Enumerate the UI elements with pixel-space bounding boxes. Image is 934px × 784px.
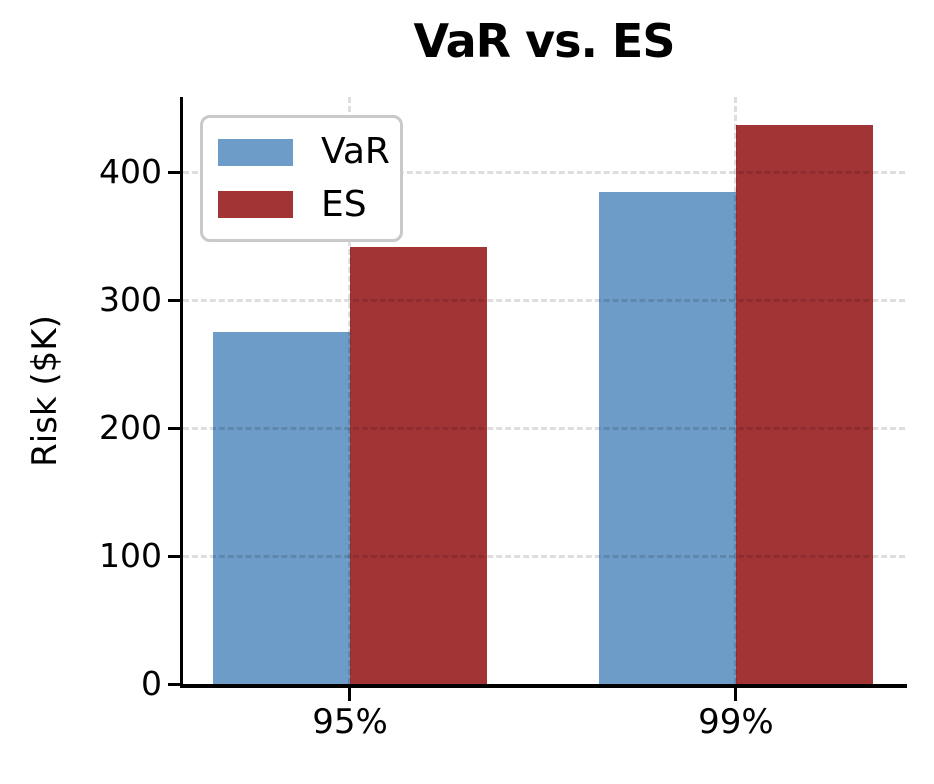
legend-label-var: VaR bbox=[321, 131, 390, 173]
bar-es-95% bbox=[349, 246, 487, 684]
x-axis-spine bbox=[180, 684, 907, 688]
y-tick-mark-400 bbox=[168, 170, 181, 174]
x-tick-label-99%: 99% bbox=[698, 702, 774, 742]
gridline-horizontal-200 bbox=[183, 426, 905, 430]
chart-title: VaR vs. ES bbox=[413, 14, 676, 68]
legend-swatch-var bbox=[218, 138, 293, 166]
legend-swatch-es bbox=[218, 191, 293, 219]
gridline-horizontal-400 bbox=[183, 170, 905, 174]
x-tick-mark-99% bbox=[734, 688, 738, 701]
y-tick-label-100: 100 bbox=[99, 536, 162, 576]
y-tick-label-200: 200 bbox=[99, 408, 162, 448]
y-axis-spine bbox=[180, 97, 183, 688]
legend-item-var: VaR bbox=[218, 134, 400, 170]
y-tick-mark-300 bbox=[168, 298, 181, 302]
y-tick-mark-0 bbox=[168, 682, 181, 686]
x-tick-label-95%: 95% bbox=[312, 702, 388, 742]
gridline-vertical-99% bbox=[734, 97, 738, 684]
legend-label-es: ES bbox=[321, 183, 367, 225]
gridline-horizontal-300 bbox=[183, 298, 905, 302]
plot-area bbox=[183, 97, 905, 684]
y-tick-label-0: 0 bbox=[141, 664, 162, 703]
bar-var-99% bbox=[598, 191, 736, 684]
bar-es-99% bbox=[735, 125, 873, 684]
legend-item-es: ES bbox=[218, 183, 400, 225]
y-tick-mark-100 bbox=[168, 554, 181, 558]
y-tick-label-300: 300 bbox=[99, 280, 162, 320]
legend: VaR ES bbox=[200, 115, 403, 242]
bar-var-95% bbox=[212, 332, 350, 684]
x-tick-mark-95% bbox=[348, 688, 352, 701]
gridline-vertical-95% bbox=[348, 97, 352, 684]
y-tick-label-400: 400 bbox=[99, 152, 162, 192]
gridline-horizontal-100 bbox=[183, 554, 905, 558]
y-tick-mark-200 bbox=[168, 426, 181, 430]
